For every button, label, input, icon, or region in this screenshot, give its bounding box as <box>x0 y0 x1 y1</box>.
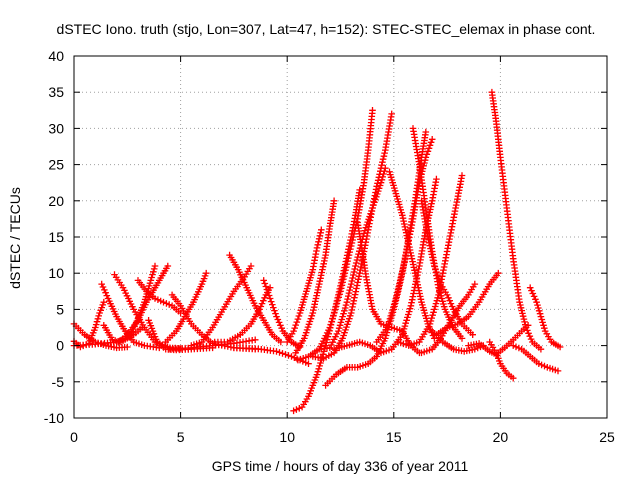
axes: 0 5 10 15 20 25 -10 -5 0 5 10 15 20 25 30 35 40 <box>44 48 615 445</box>
x-tick-label: 15 <box>386 429 402 445</box>
plot-frame <box>73 55 608 419</box>
data-series <box>134 277 184 317</box>
series-markers <box>226 251 285 346</box>
series-markers <box>373 136 436 346</box>
data-series <box>433 269 502 338</box>
y-tick-label: -10 <box>44 410 64 426</box>
series-markers <box>260 277 304 351</box>
series-markers <box>115 262 172 346</box>
y-tick-label: 0 <box>56 338 64 354</box>
x-tick-label: 20 <box>493 429 509 445</box>
data-series <box>526 284 564 351</box>
data-series <box>418 280 479 357</box>
series-markers <box>162 269 210 346</box>
series-markers <box>188 262 255 349</box>
y-tick-label: 30 <box>48 120 64 136</box>
data-series <box>283 226 325 346</box>
y-tick-label: 10 <box>48 265 64 281</box>
y-tick-label: 35 <box>48 84 64 100</box>
y-tick-label: 25 <box>48 157 64 173</box>
series-markers <box>354 219 423 357</box>
x-tick-label: 25 <box>599 429 615 445</box>
y-axis-label: dSTEC / TECUs <box>7 187 23 289</box>
plot-area <box>70 88 564 415</box>
data-series <box>292 197 338 357</box>
data-series <box>394 172 466 349</box>
series-markers <box>330 175 440 357</box>
y-tick-label: -5 <box>52 374 65 390</box>
y-tick-label: 20 <box>48 193 64 209</box>
series-markers <box>98 280 163 352</box>
x-tick-label: 10 <box>279 429 295 445</box>
series-markers <box>283 226 325 346</box>
data-series <box>188 262 255 349</box>
series-markers <box>526 284 564 351</box>
series-markers <box>394 172 466 349</box>
series-markers <box>509 342 562 375</box>
series-markers <box>134 277 184 317</box>
data-series <box>509 342 562 375</box>
series-markers <box>418 280 479 357</box>
y-tick-label: 15 <box>48 229 64 245</box>
data-series <box>115 262 172 346</box>
series-markers <box>292 197 338 357</box>
y-tick-label: 40 <box>48 48 64 64</box>
data-series <box>354 219 423 357</box>
chart-title: dSTEC Iono. truth (stjo, Lon=307, Lat=47… <box>57 21 596 37</box>
y-tick-label: 5 <box>56 301 64 317</box>
data-series <box>488 88 545 353</box>
grid <box>74 56 607 418</box>
series-markers <box>486 338 517 382</box>
data-series <box>486 338 517 382</box>
data-series <box>373 136 436 346</box>
data-series <box>330 175 440 357</box>
data-series <box>98 280 163 352</box>
x-axis-label: GPS time / hours of day 336 of year 2011 <box>212 458 469 474</box>
x-tick-label: 0 <box>70 429 78 445</box>
series-markers <box>488 88 545 353</box>
data-series <box>226 251 285 346</box>
series-markers <box>433 269 502 338</box>
x-tick-label: 5 <box>177 429 185 445</box>
data-series <box>260 277 304 351</box>
data-series <box>162 269 210 346</box>
